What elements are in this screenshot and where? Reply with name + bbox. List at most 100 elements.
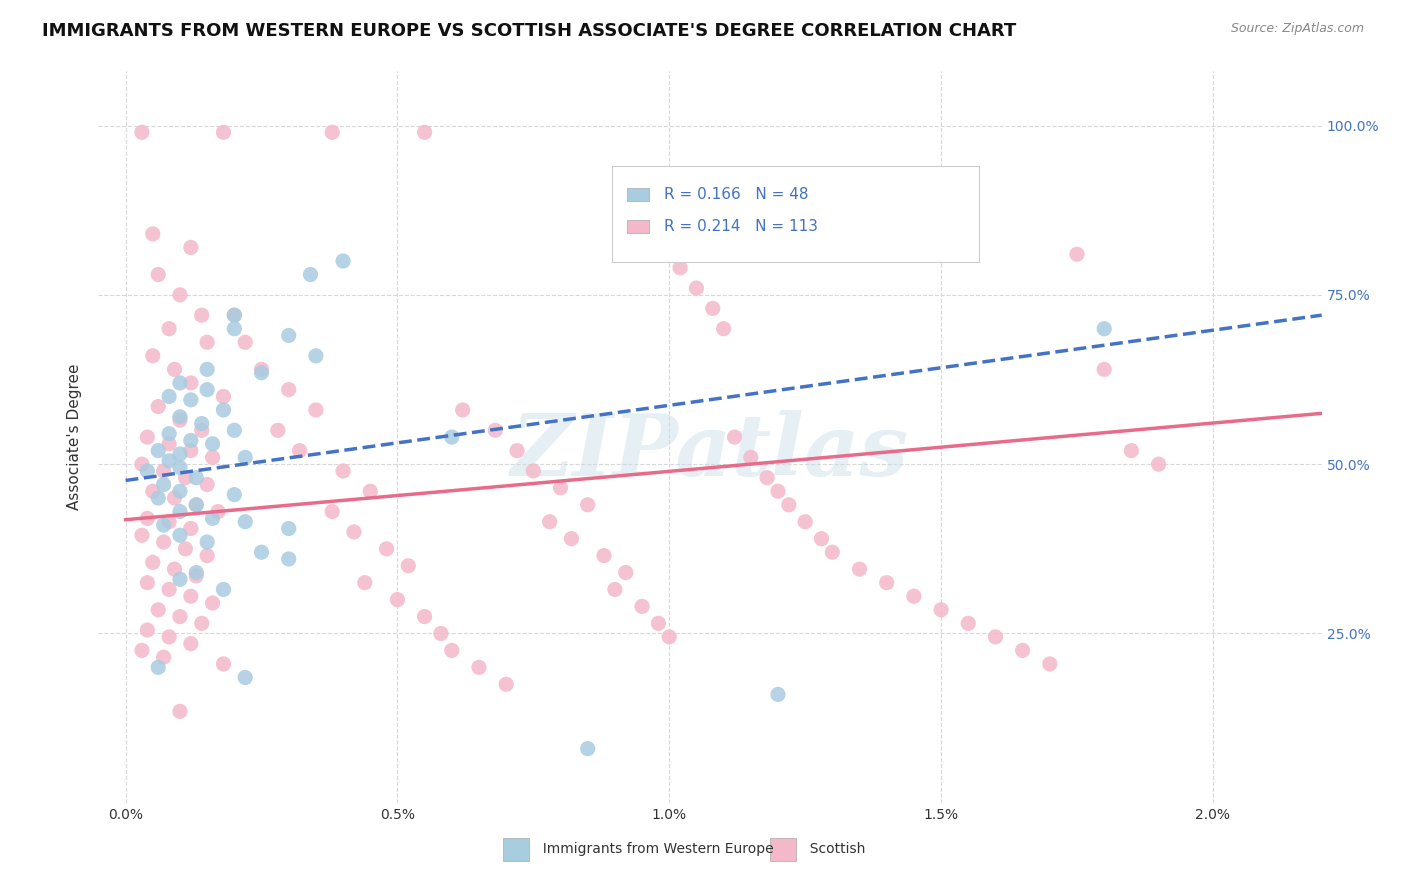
Point — [157, 426, 180, 441]
Point — [148, 491, 170, 505]
Point — [131, 643, 153, 657]
Point — [169, 460, 191, 475]
Point — [375, 541, 398, 556]
Point — [186, 569, 208, 583]
Point — [321, 505, 343, 519]
Point — [148, 400, 170, 414]
Point — [186, 498, 208, 512]
Point — [142, 555, 165, 569]
Point — [538, 515, 561, 529]
Point — [305, 403, 328, 417]
Point — [142, 484, 165, 499]
Point — [157, 454, 180, 468]
Point — [152, 464, 174, 478]
Point — [440, 643, 463, 657]
Text: Source: ZipAtlas.com: Source: ZipAtlas.com — [1230, 22, 1364, 36]
Point — [157, 630, 180, 644]
Point — [233, 671, 256, 685]
Point — [195, 549, 218, 563]
Point — [299, 268, 322, 282]
Point — [180, 392, 202, 407]
Point — [277, 328, 299, 343]
Point — [250, 366, 273, 380]
Point — [685, 281, 707, 295]
Point — [201, 450, 224, 465]
Point — [148, 268, 170, 282]
Point — [984, 630, 1007, 644]
Point — [195, 535, 218, 549]
Point — [180, 434, 202, 448]
Point — [212, 582, 235, 597]
Point — [180, 589, 202, 603]
Point — [174, 541, 197, 556]
Point — [136, 623, 159, 637]
Point — [195, 383, 218, 397]
Point — [740, 450, 762, 465]
Point — [810, 532, 832, 546]
Point — [180, 443, 202, 458]
Point — [702, 301, 724, 316]
Point — [1147, 457, 1170, 471]
Bar — [627, 219, 650, 233]
Point — [484, 423, 506, 437]
Point — [169, 572, 191, 586]
Point — [207, 505, 229, 519]
Point — [131, 457, 153, 471]
Point — [224, 322, 246, 336]
Point — [169, 505, 191, 519]
Point — [1011, 643, 1033, 657]
Point — [756, 471, 779, 485]
Point — [142, 227, 165, 241]
Point — [195, 335, 218, 350]
Point — [169, 484, 191, 499]
Point — [157, 515, 180, 529]
FancyBboxPatch shape — [612, 167, 979, 261]
Point — [148, 660, 170, 674]
Point — [169, 528, 191, 542]
Bar — [503, 838, 529, 861]
Point — [180, 637, 202, 651]
Point — [169, 413, 191, 427]
Point — [152, 477, 174, 491]
Point — [190, 417, 212, 431]
Point — [169, 447, 191, 461]
Point — [201, 596, 224, 610]
Point — [305, 349, 328, 363]
Point — [576, 741, 599, 756]
Point — [152, 518, 174, 533]
Point — [658, 630, 681, 644]
Point — [267, 423, 290, 437]
Point — [157, 389, 180, 403]
Point — [506, 443, 529, 458]
Point — [359, 484, 381, 499]
Point — [212, 403, 235, 417]
Point — [603, 582, 626, 597]
Point — [169, 609, 191, 624]
Point — [148, 603, 170, 617]
Point — [1066, 247, 1088, 261]
Point — [560, 532, 582, 546]
Point — [440, 430, 463, 444]
Text: R = 0.166   N = 48: R = 0.166 N = 48 — [664, 186, 808, 202]
Y-axis label: Associate's Degree: Associate's Degree — [67, 364, 83, 510]
Point — [169, 705, 191, 719]
Point — [332, 464, 354, 478]
Point — [180, 376, 202, 390]
Point — [522, 464, 544, 478]
Point — [550, 481, 572, 495]
Point — [212, 125, 235, 139]
Point — [212, 657, 235, 671]
Point — [451, 403, 474, 417]
Point — [201, 511, 224, 525]
Point — [468, 660, 491, 674]
Point — [929, 603, 952, 617]
Point — [647, 616, 669, 631]
Point — [614, 566, 637, 580]
Point — [180, 521, 202, 535]
Bar — [770, 838, 796, 861]
Point — [136, 464, 159, 478]
Bar — [627, 187, 650, 201]
Point — [186, 566, 208, 580]
Point — [593, 549, 616, 563]
Point — [233, 335, 256, 350]
